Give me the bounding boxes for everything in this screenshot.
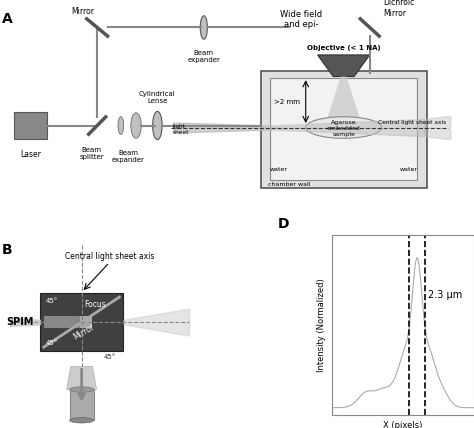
- Text: Beam
expander: Beam expander: [187, 50, 220, 63]
- Polygon shape: [40, 293, 123, 351]
- Text: Cylindrical
Lense: Cylindrical Lense: [139, 91, 176, 104]
- Text: Beam
expander: Beam expander: [112, 150, 145, 163]
- Ellipse shape: [131, 113, 141, 138]
- Text: Beam
splitter: Beam splitter: [79, 147, 104, 160]
- Ellipse shape: [200, 16, 208, 39]
- Polygon shape: [80, 316, 91, 328]
- Text: Focus: Focus: [85, 300, 107, 309]
- Text: Wide field
and epi-: Wide field and epi-: [280, 10, 322, 29]
- Polygon shape: [326, 77, 362, 124]
- Text: 2.3 μm: 2.3 μm: [428, 290, 463, 300]
- Polygon shape: [318, 55, 370, 77]
- Text: Mirror: Mirror: [71, 7, 94, 16]
- Polygon shape: [67, 366, 97, 389]
- Text: water: water: [400, 166, 418, 172]
- Text: chamber wall: chamber wall: [268, 181, 310, 187]
- Text: Objective (< 1 NA): Objective (< 1 NA): [307, 45, 381, 51]
- Ellipse shape: [153, 111, 162, 140]
- Text: Laser: Laser: [20, 150, 41, 159]
- Y-axis label: Intensity (Normalized): Intensity (Normalized): [317, 278, 326, 372]
- Text: water: water: [270, 166, 288, 172]
- Text: Mirror: Mirror: [72, 322, 96, 342]
- X-axis label: X (pixels): X (pixels): [383, 421, 423, 428]
- Text: Central light sheet axis: Central light sheet axis: [65, 252, 154, 261]
- Text: light
sheet: light sheet: [173, 125, 189, 135]
- Bar: [14, 112, 47, 139]
- Ellipse shape: [76, 387, 88, 392]
- Text: >2 mm: >2 mm: [274, 99, 300, 105]
- Text: C: C: [203, 241, 213, 255]
- Bar: [261, 71, 427, 188]
- Text: A: A: [2, 12, 13, 26]
- Text: Central light sheet axis: Central light sheet axis: [378, 119, 447, 125]
- Ellipse shape: [306, 117, 382, 138]
- Polygon shape: [44, 316, 80, 328]
- Text: 45°: 45°: [46, 298, 58, 304]
- Bar: [256, 251, 275, 416]
- Text: 45°: 45°: [103, 354, 116, 360]
- Bar: [70, 389, 93, 420]
- Text: 45°: 45°: [46, 340, 58, 346]
- Ellipse shape: [118, 117, 124, 134]
- Ellipse shape: [70, 418, 93, 423]
- Text: SPIM: SPIM: [6, 317, 33, 327]
- Bar: [270, 78, 417, 181]
- Ellipse shape: [70, 387, 93, 392]
- Text: D: D: [278, 217, 289, 232]
- Text: B: B: [2, 243, 13, 257]
- Bar: [262, 251, 269, 416]
- Text: Dichroic
Mirror: Dichroic Mirror: [383, 0, 414, 18]
- Text: Agarose
embedded
sample: Agarose embedded sample: [327, 120, 361, 137]
- Bar: [259, 251, 272, 416]
